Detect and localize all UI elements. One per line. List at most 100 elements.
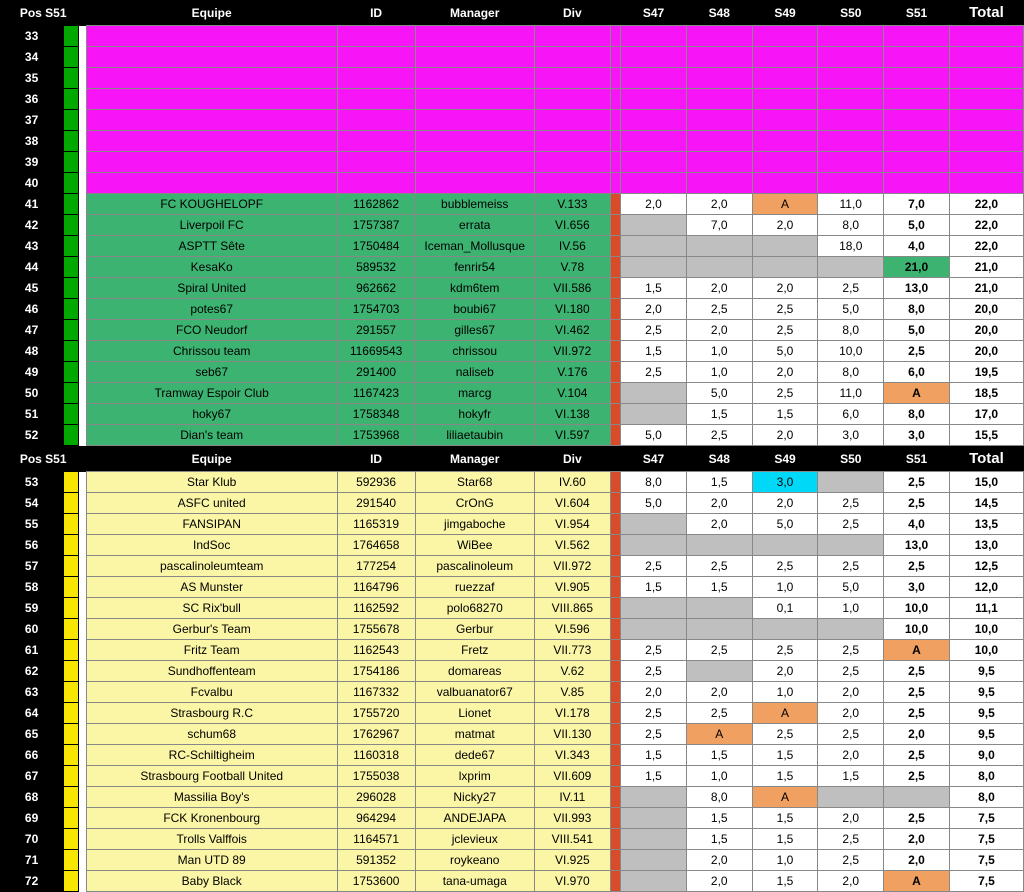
- stripe-cell: [64, 47, 78, 68]
- manager-cell: WiBee: [415, 535, 534, 556]
- s51-cell: [884, 89, 950, 110]
- gap-cell: [78, 173, 86, 194]
- id-cell: 1757387: [337, 215, 415, 236]
- s47-cell: [621, 236, 687, 257]
- s49-cell: 0,1: [752, 598, 818, 619]
- div-cell: VI.925: [534, 850, 610, 871]
- equipe-cell: KesaKo: [86, 257, 337, 278]
- div-cell: [534, 26, 610, 47]
- total-cell: 13,5: [949, 514, 1023, 535]
- s50-cell: 2,5: [818, 829, 884, 850]
- stripe-cell: [64, 257, 78, 278]
- table-row: 68Massilia Boy's296028Nicky27IV.118,0A8,…: [0, 787, 1024, 808]
- mgr-cell: [415, 68, 534, 89]
- s48-cell: 2,0: [686, 493, 752, 514]
- total-cell: [949, 173, 1023, 194]
- table-row: 63Fcvalbu1167332valbuanator67V.852,02,01…: [0, 682, 1024, 703]
- s49-cell: [752, 131, 818, 152]
- s50-cell: 1,5: [818, 766, 884, 787]
- header-row: Pos S51EquipeIDManagerDivS47S48S49S50S51…: [0, 446, 1024, 472]
- stripe-cell: [64, 110, 78, 131]
- gap-cell: [78, 829, 86, 850]
- sep-cell: [610, 703, 620, 724]
- s48-cell: 2,0: [686, 871, 752, 892]
- total-cell: 22,0: [949, 236, 1023, 257]
- stripe-cell: [64, 131, 78, 152]
- gap-cell: [78, 299, 86, 320]
- s47-cell: 2,5: [621, 724, 687, 745]
- s51-cell: 2,5: [884, 682, 950, 703]
- equipe-cell: schum68: [86, 724, 337, 745]
- equipe-cell: ASFC united: [86, 493, 337, 514]
- s51-cell: 4,0: [884, 236, 950, 257]
- s49-cell: 1,5: [752, 808, 818, 829]
- gap-cell: [78, 236, 86, 257]
- s48-cell: 2,0: [686, 194, 752, 215]
- s51-cell: A: [884, 640, 950, 661]
- table-row: 49seb67291400nalisebV.1762,51,02,08,06,0…: [0, 362, 1024, 383]
- header-div: Div: [534, 0, 610, 26]
- pos-cell: 51: [0, 404, 64, 425]
- s51-cell: 10,0: [884, 598, 950, 619]
- s50-cell: 8,0: [818, 215, 884, 236]
- sep-cell: [610, 26, 620, 47]
- stripe-cell: [64, 577, 78, 598]
- s47-cell: [621, 68, 687, 89]
- sep-cell: [610, 514, 620, 535]
- pos-cell: 38: [0, 131, 64, 152]
- stripe-cell: [64, 89, 78, 110]
- sep-cell: [610, 682, 620, 703]
- id-cell: 1162543: [337, 640, 415, 661]
- total-cell: 20,0: [949, 341, 1023, 362]
- equipe-cell: [86, 68, 337, 89]
- s49-cell: 1,0: [752, 577, 818, 598]
- s49-cell: 2,0: [752, 493, 818, 514]
- stripe-cell: [64, 278, 78, 299]
- pos-cell: 58: [0, 577, 64, 598]
- table-row: 67Strasbourg Football United1755038lxpri…: [0, 766, 1024, 787]
- total-cell: 14,5: [949, 493, 1023, 514]
- s50-cell: 5,0: [818, 299, 884, 320]
- gap-cell: [78, 131, 86, 152]
- s51-cell: 5,0: [884, 215, 950, 236]
- sep-cell: [610, 871, 620, 892]
- div-cell: V.62: [534, 661, 610, 682]
- header-equipe: Equipe: [86, 446, 337, 472]
- header-s48: S48: [686, 446, 752, 472]
- manager-cell: liliaetaubin: [415, 425, 534, 446]
- s48-cell: [686, 661, 752, 682]
- manager-cell: kdm6tem: [415, 278, 534, 299]
- stripe-cell: [64, 236, 78, 257]
- table-row: 48Chrissou team11669543chrissouVII.9721,…: [0, 341, 1024, 362]
- s49-cell: 1,5: [752, 871, 818, 892]
- gap-cell: [78, 383, 86, 404]
- s47-cell: [621, 26, 687, 47]
- div-cell: VIII.865: [534, 598, 610, 619]
- s50-cell: 2,5: [818, 724, 884, 745]
- gap-cell: [78, 766, 86, 787]
- s50-cell: [818, 535, 884, 556]
- s47-cell: 2,5: [621, 556, 687, 577]
- sep-cell: [610, 131, 620, 152]
- s48-cell: 1,0: [686, 766, 752, 787]
- div-cell: V.133: [534, 194, 610, 215]
- header-pos: Pos S51: [0, 446, 86, 472]
- s47-cell: [621, 383, 687, 404]
- stripe-cell: [64, 493, 78, 514]
- total-cell: 10,0: [949, 619, 1023, 640]
- mgr-cell: [415, 173, 534, 194]
- sep-cell: [610, 577, 620, 598]
- s47-cell: 1,5: [621, 745, 687, 766]
- equipe-cell: [86, 47, 337, 68]
- total-cell: 9,5: [949, 682, 1023, 703]
- mgr-cell: [415, 89, 534, 110]
- equipe-cell: [86, 26, 337, 47]
- total-cell: [949, 47, 1023, 68]
- pos-cell: 34: [0, 47, 64, 68]
- sep-cell: [610, 745, 620, 766]
- s51-cell: 13,0: [884, 535, 950, 556]
- equipe-cell: Trolls Valffois: [86, 829, 337, 850]
- sep-cell: [610, 320, 620, 341]
- s49-cell: 5,0: [752, 341, 818, 362]
- s51-cell: [884, 173, 950, 194]
